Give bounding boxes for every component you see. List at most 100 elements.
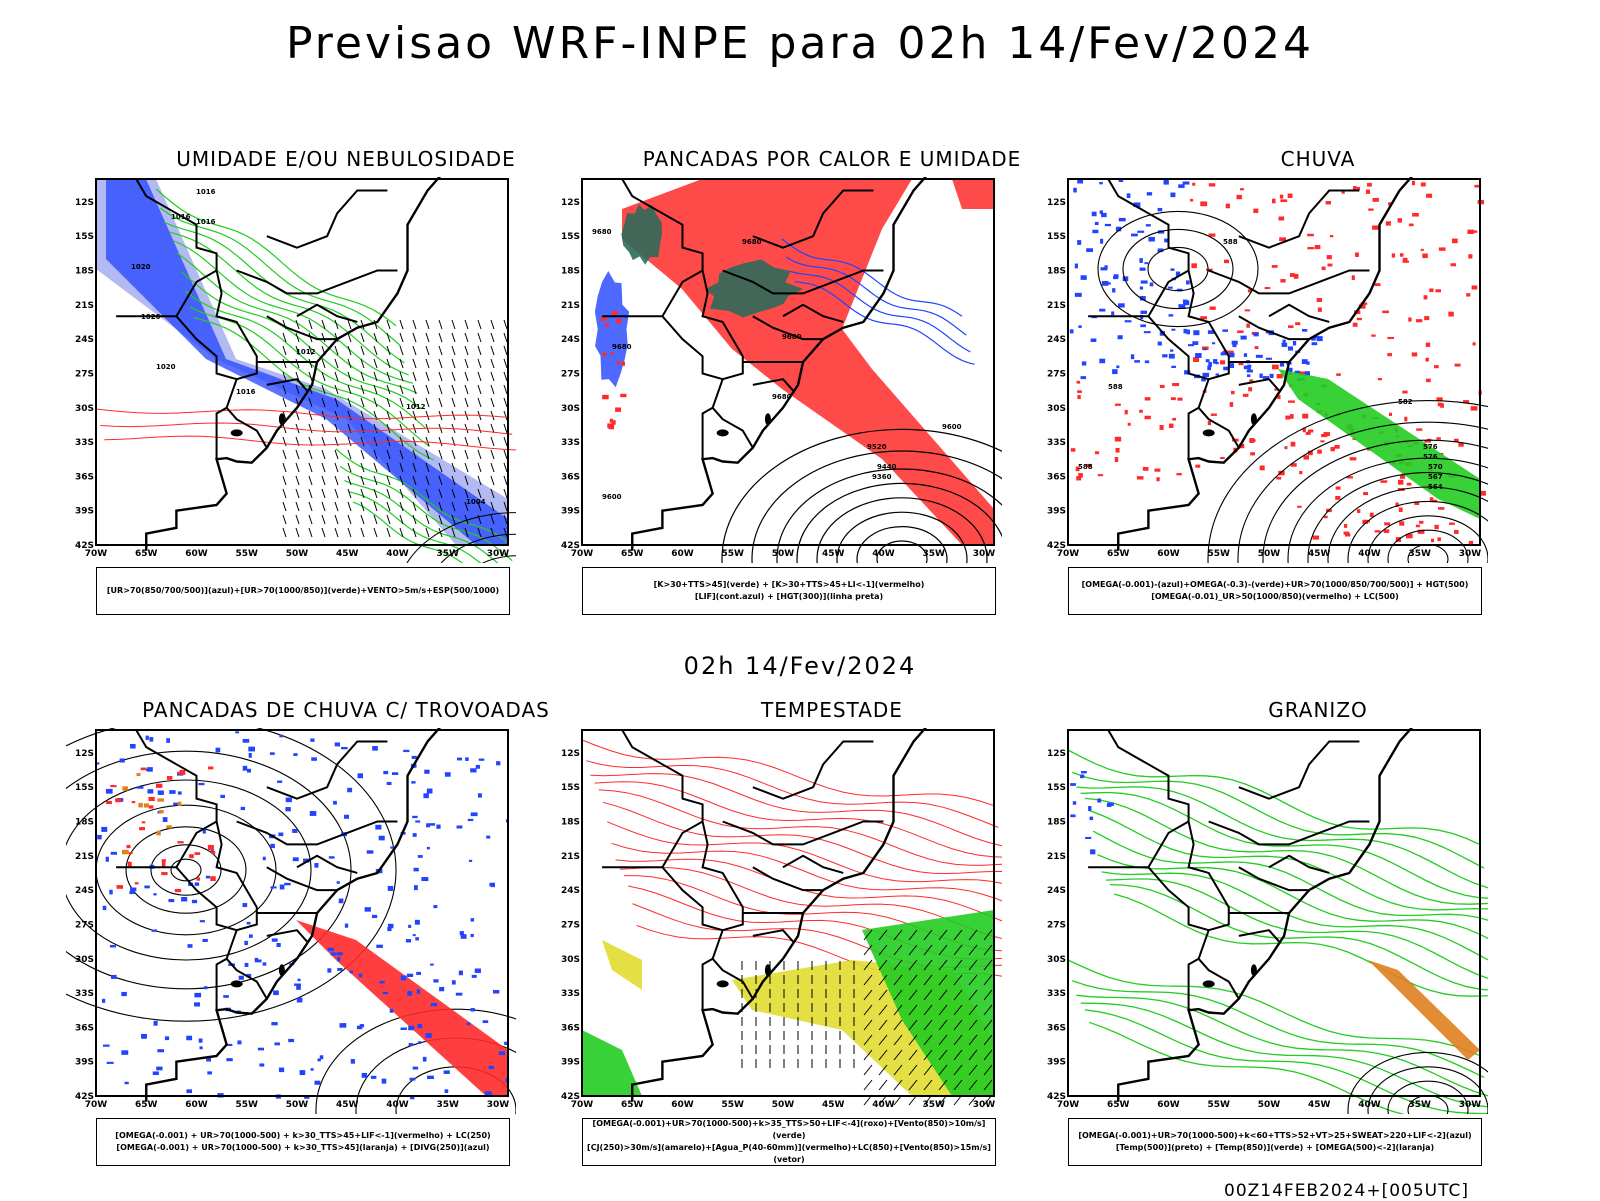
lat-tick-label: 15S [75,232,94,242]
instability-cell [621,361,626,366]
lon-tick-label: 70W [85,549,108,559]
wind-vector [321,384,326,395]
divergence-cell [387,885,394,891]
contour-label: 588 [1078,463,1093,471]
omega-cell [1092,229,1099,234]
wind-vector [863,989,873,1001]
plot-frame [1067,729,1481,1097]
lat-tick-label: 12S [75,749,94,759]
divergence-cell [109,889,113,895]
wind-vector [295,449,300,460]
lat-tick-label: 30S [75,955,94,965]
streamline-250 [66,750,352,990]
divergence-cell [378,835,385,841]
divergence-cell [102,1044,110,1047]
omega-cell [1139,267,1146,271]
divergence-cell [338,898,344,904]
rain-cell [1219,360,1226,365]
divergence-cell [254,957,259,963]
rain-cell [1156,477,1160,482]
rain-cell [1388,202,1392,206]
wind-vector [477,449,482,460]
rain-cell [1200,316,1208,320]
temp-850-contour [1097,853,1488,940]
divergence-cell [277,780,283,783]
divergence-cell [430,1002,438,1007]
wind-vector [477,488,482,499]
rain-cell [1402,260,1409,263]
wind-vector [425,410,430,421]
divergence-cell [330,952,337,956]
omega-cell [1143,331,1151,334]
divergence-cell [456,825,463,829]
lon-tick-label: 70W [1057,549,1080,559]
wind-vector [908,944,918,956]
wind-vector [412,332,417,343]
divergence-cell [279,884,285,890]
omega-500-band [1368,960,1480,1060]
lon-tick-label: 35W [436,549,459,559]
coastline [631,177,928,551]
wind-vector [503,488,508,499]
legend-line: [Temp(500)](preto) + [Temp(850)](verde) … [1115,1143,1435,1152]
wind-vector [490,397,495,408]
wind-vector [425,371,430,382]
rain-cell [1440,403,1444,408]
storm-cell [194,852,201,855]
fields: 588 588 588 582 576 576 570 567 564 [1069,179,1488,563]
wind-vector [425,384,430,395]
wind-vector [412,319,417,330]
wind-vector [373,332,378,343]
temp-850-contour [1088,1021,1405,1114]
wind-vector [282,462,287,473]
rain-cell [1144,397,1151,401]
height-300-contour [836,511,968,563]
height-500-contour [1122,228,1234,310]
omega-cell [1281,342,1288,347]
temp-500-contour [1347,1051,1488,1114]
weather-map-pancadas-calor: 9680 9680 9680 9680 9680 9520 9440 9360 9600 9600… [561,177,1002,563]
lat-tick-label: 42S [75,1092,94,1102]
divergence-cell [370,1075,377,1079]
rain-cell [1075,466,1080,472]
divergence-cell [168,898,175,903]
omega-cell [1140,310,1148,314]
run-stamp: 00Z14FEB2024+[005UTC] [1224,1181,1470,1201]
wind-vector [282,384,287,395]
wind-vector [863,1079,873,1091]
wind-vector [295,345,300,356]
storm-cell [149,805,154,809]
wind-vector [863,1034,873,1046]
divergence-cell [426,788,433,794]
divergence-cell [273,990,279,996]
divergence-cell [458,970,463,976]
storm-cell [134,882,139,885]
wind-vector [923,1004,933,1016]
border-line [1238,189,1360,249]
rain-cell [1387,336,1395,340]
omega-cell [1131,233,1138,237]
lat-tick-label: 33S [75,438,94,448]
wind-vector [878,944,888,956]
lif-contour [790,270,971,353]
wind-vector [386,319,391,330]
divergence-cell [391,772,399,775]
divergence-cell [350,1059,355,1064]
orange-cell [136,772,141,777]
wind-vector [908,1049,918,1061]
wind-vector [451,319,456,330]
divergence-cell [262,962,267,966]
wind-vector [923,1019,933,1031]
divergence-cell [226,1043,233,1046]
humidity-1000-contour [335,448,509,544]
contour-label: 9520 [867,443,887,451]
instability-cell [611,420,616,425]
storm-cell [131,800,136,804]
lon-tick-label: 35W [1408,1100,1431,1110]
rain-cell [1288,325,1294,328]
omega-cell [1232,343,1237,348]
divergence-cell [386,781,392,786]
divergence-cell [408,1043,414,1047]
rain-cell [1346,476,1353,479]
